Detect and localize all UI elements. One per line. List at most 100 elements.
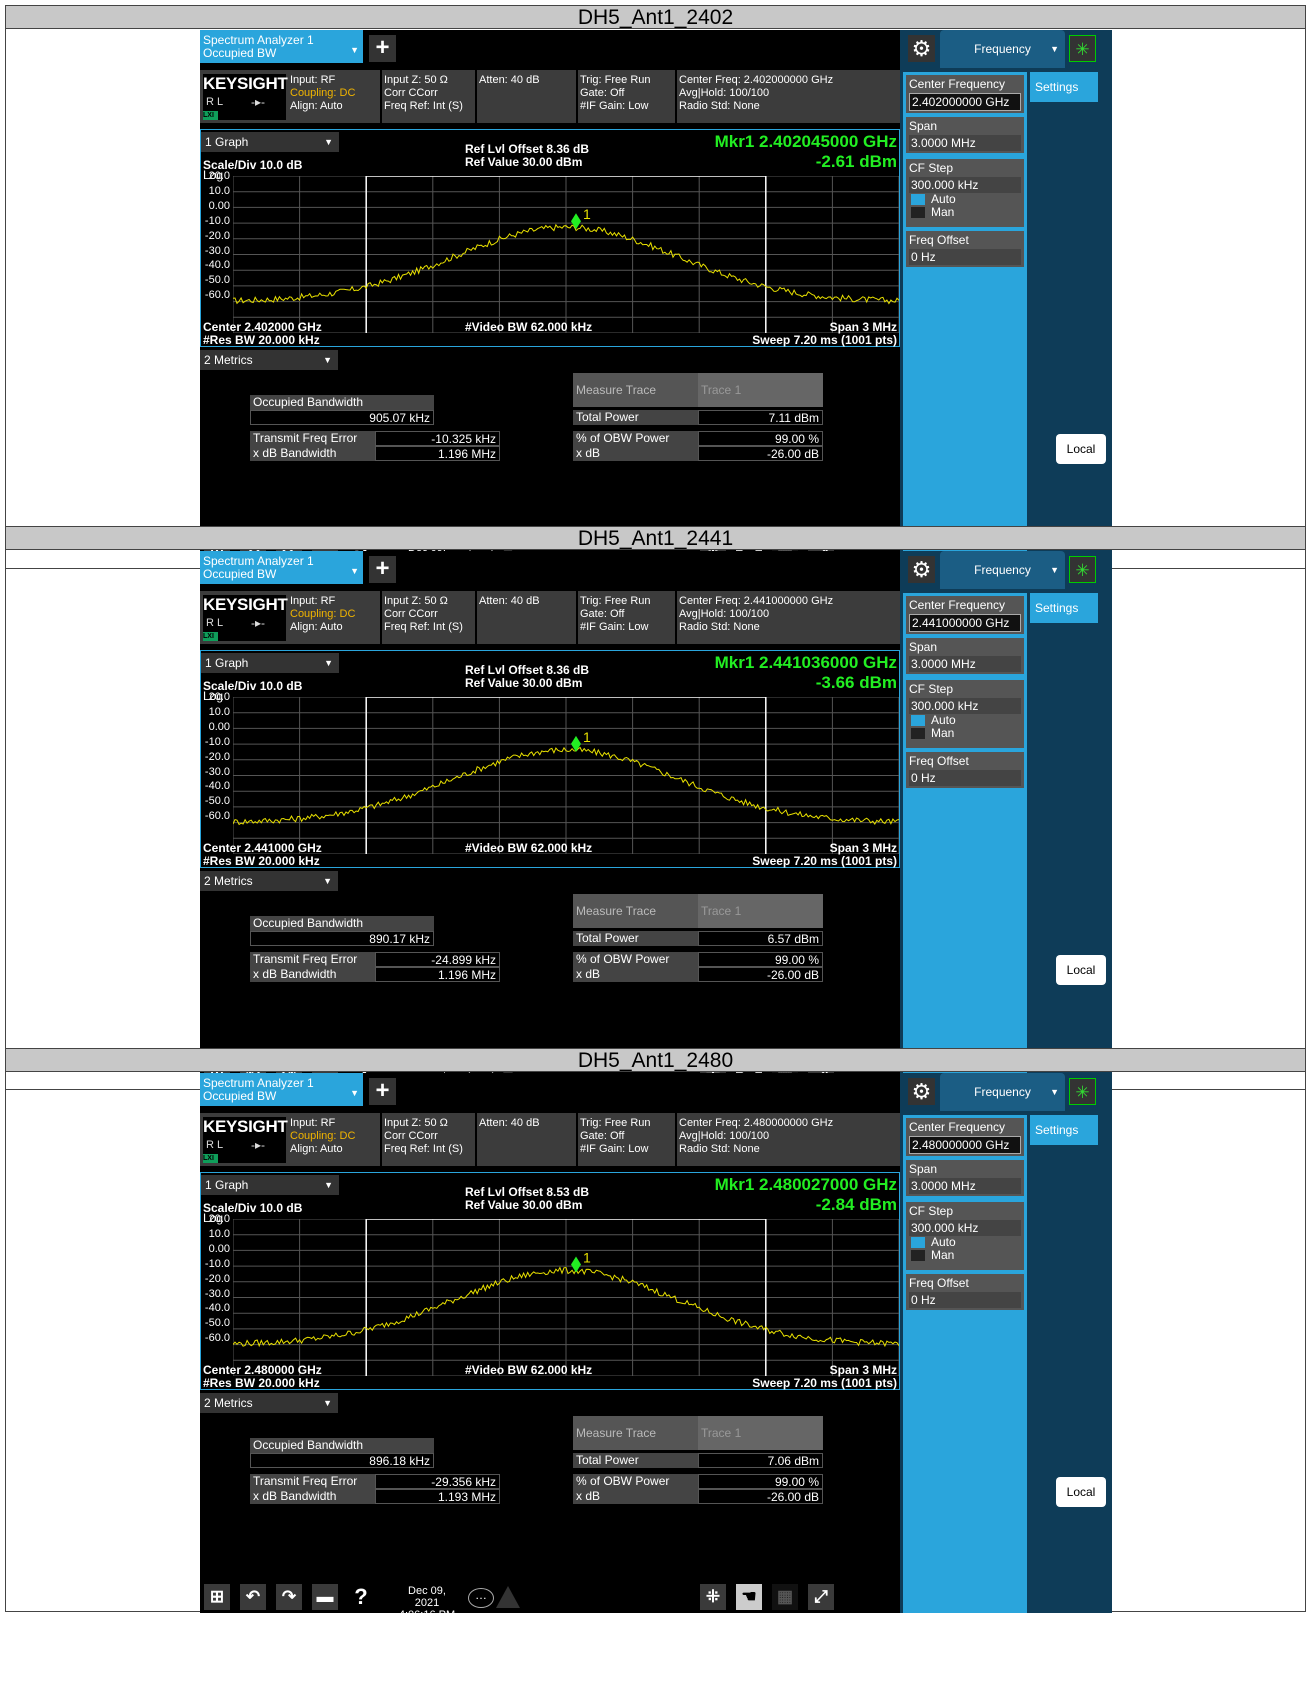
frequency-menu-tab[interactable]: Frequency ▼ <box>940 1073 1065 1111</box>
cf-step-value: 300.000 kHz <box>909 177 1021 193</box>
center-frequency-value[interactable]: 2.441000000 GHz <box>909 614 1021 632</box>
y-tick-label: -40.0 <box>204 259 230 272</box>
freq-offset-key[interactable]: Freq Offset 0 Hz <box>906 1274 1024 1310</box>
auto-option[interactable]: Auto <box>909 1236 1021 1249</box>
warning-icon[interactable] <box>496 1586 520 1608</box>
settings-bar[interactable]: KEYSIGHT RL -▸- LXI Input: RF Coupling: … <box>200 591 900 644</box>
marker-diamond[interactable] <box>570 1256 581 1273</box>
fullscreen-icon[interactable]: ⤢ <box>808 1584 834 1610</box>
marker-diamond[interactable] <box>570 735 581 752</box>
center-frequency-key[interactable]: Center Frequency 2.402000000 GHz <box>906 75 1024 113</box>
xdb-bw-value: 1.196 MHz <box>375 446 500 461</box>
spinner-icon[interactable]: ✳ <box>1069 1078 1096 1105</box>
frequency-tab-label: Frequency <box>974 563 1031 577</box>
metrics-select[interactable]: 2 Metrics ▼ <box>200 1393 338 1413</box>
undo-icon[interactable]: ↶ <box>240 1584 266 1610</box>
man-option[interactable]: Man <box>909 727 1021 740</box>
gear-icon[interactable]: ⚙ <box>908 35 935 62</box>
res-bw: #Res BW 20.000 kHz <box>203 333 320 347</box>
center-frequency-value[interactable]: 2.480000000 GHz <box>909 1136 1021 1154</box>
graph-window[interactable]: 1 Graph ▼ Ref Lvl Offset 8.36 dB Ref Val… <box>200 129 900 347</box>
measure-trace-value[interactable]: Trace 1 <box>698 373 823 407</box>
freq-ref-text: Freq Ref: Int (S) <box>384 621 463 633</box>
y-tick-label: -50.0 <box>204 274 230 287</box>
folder-icon[interactable]: ▬ <box>312 1584 338 1610</box>
metrics-window[interactable]: 2 Metrics ▼ Measure Trace Trace 1 Occupi… <box>200 349 900 510</box>
spectrum-plot[interactable]: 1 <box>233 176 899 333</box>
y-tick-label: -20.0 <box>204 229 230 242</box>
settings-tab[interactable]: Settings <box>1030 1115 1098 1145</box>
span-key[interactable]: Span 3.0000 MHz <box>906 117 1024 153</box>
settings-bar[interactable]: KEYSIGHT RL -▸- LXI Input: RF Coupling: … <box>200 1113 900 1166</box>
obw-label: Occupied Bandwidth <box>250 395 434 410</box>
settings-tab[interactable]: Settings <box>1030 72 1098 102</box>
radio-on-icon <box>911 1237 925 1248</box>
frequency-menu-tab[interactable]: Frequency ▼ <box>940 30 1065 68</box>
app-tab[interactable]: Spectrum Analyzer 1 Occupied BW ▼ <box>200 551 363 584</box>
freq-info: Center Freq: 2.441000000 GHz Avg|Hold: 1… <box>677 595 897 641</box>
measure-trace-value[interactable]: Trace 1 <box>698 1416 823 1450</box>
cf-step-key[interactable]: CF Step 300.000 kHz Auto Man <box>906 159 1024 227</box>
settings-tab[interactable]: Settings <box>1030 593 1098 623</box>
spectrum-plot[interactable]: 1 <box>233 1219 899 1376</box>
radio-off-icon <box>911 207 925 218</box>
frequency-menu-tab[interactable]: Frequency ▼ <box>940 551 1065 589</box>
chat-icon[interactable]: … <box>468 1588 494 1608</box>
local-button[interactable]: Local <box>1056 1477 1106 1507</box>
cf-step-key[interactable]: CF Step 300.000 kHz Auto Man <box>906 1202 1024 1270</box>
marker-diamond[interactable] <box>570 213 581 230</box>
graph-select[interactable]: 1 Graph ▼ <box>201 132 339 152</box>
spectrum-plot[interactable]: 1 <box>233 697 899 854</box>
local-button[interactable]: Local <box>1056 955 1106 985</box>
span-key[interactable]: Span 3.0000 MHz <box>906 1160 1024 1196</box>
center-frequency-label: Center Frequency <box>909 77 1006 91</box>
local-button[interactable]: Local <box>1056 434 1106 464</box>
add-screen-button[interactable]: + <box>369 35 396 62</box>
freq-offset-key[interactable]: Freq Offset 0 Hz <box>906 752 1024 788</box>
cf-step-key[interactable]: CF Step 300.000 kHz Auto Man <box>906 680 1024 748</box>
measurement-block: DH5_Ant1_2441 Spectrum Analyzer 1 Occupi… <box>5 526 1306 1091</box>
spinner-icon[interactable]: ✳ <box>1069 556 1096 583</box>
center-frequency-value[interactable]: 2.402000000 GHz <box>909 93 1021 111</box>
settings-bar[interactable]: KEYSIGHT RL -▸- LXI Input: RF Coupling: … <box>200 70 900 123</box>
add-screen-button[interactable]: + <box>369 1078 396 1105</box>
metrics-select[interactable]: 2 Metrics ▼ <box>200 350 338 370</box>
atten-text: Atten: 40 dB <box>479 74 540 86</box>
freq-offset-key[interactable]: Freq Offset 0 Hz <box>906 231 1024 267</box>
metrics-window[interactable]: 2 Metrics ▼ Measure Trace Trace 1 Occupi… <box>200 1392 900 1553</box>
span-label: Span 3 MHz <box>829 841 897 855</box>
auto-option[interactable]: Auto <box>909 714 1021 727</box>
graph-select[interactable]: 1 Graph ▼ <box>201 1175 339 1195</box>
gear-icon[interactable]: ⚙ <box>908 1078 935 1105</box>
app-tab[interactable]: Spectrum Analyzer 1 Occupied BW ▼ <box>200 30 363 63</box>
graph-window[interactable]: 1 Graph ▼ Ref Lvl Offset 8.36 dB Ref Val… <box>200 650 900 868</box>
metrics-select[interactable]: 2 Metrics ▼ <box>200 871 338 891</box>
graph-select[interactable]: 1 Graph ▼ <box>201 653 339 673</box>
man-option[interactable]: Man <box>909 1249 1021 1262</box>
center-frequency-key[interactable]: Center Frequency 2.441000000 GHz <box>906 596 1024 634</box>
spinner-icon[interactable]: ✳ <box>1069 35 1096 62</box>
grid-icon[interactable]: ⁜ <box>700 1584 726 1610</box>
graph-window[interactable]: 1 Graph ▼ Ref Lvl Offset 8.53 dB Ref Val… <box>200 1172 900 1390</box>
windows-icon[interactable]: ⊞ <box>204 1584 230 1610</box>
graph-select-label: 1 Graph <box>205 656 249 670</box>
gear-icon[interactable]: ⚙ <box>908 556 935 583</box>
span-key[interactable]: Span 3.0000 MHz <box>906 638 1024 674</box>
man-option[interactable]: Man <box>909 206 1021 219</box>
corr-text: Corr CCorr <box>384 608 438 620</box>
center-frequency-key[interactable]: Center Frequency 2.480000000 GHz <box>906 1118 1024 1156</box>
video-bw: #Video BW 62.000 kHz <box>465 1363 593 1377</box>
help-icon[interactable]: ? <box>348 1584 374 1610</box>
measure-trace-value[interactable]: Trace 1 <box>698 894 823 928</box>
auto-option[interactable]: Auto <box>909 193 1021 206</box>
layout-icon[interactable]: ▦ <box>772 1584 798 1610</box>
add-screen-button[interactable]: + <box>369 556 396 583</box>
app-tab[interactable]: Spectrum Analyzer 1 Occupied BW ▼ <box>200 1073 363 1106</box>
span-key-label: Span <box>909 119 938 133</box>
redo-icon[interactable]: ↷ <box>276 1584 302 1610</box>
metrics-window[interactable]: 2 Metrics ▼ Measure Trace Trace 1 Occupi… <box>200 870 900 1031</box>
touch-icon[interactable]: ☚ <box>736 1584 762 1610</box>
metrics-select-label: 2 Metrics <box>204 1396 253 1410</box>
input-z-text: Input Z: 50 Ω <box>384 595 448 607</box>
log-label: Log <box>203 168 224 182</box>
